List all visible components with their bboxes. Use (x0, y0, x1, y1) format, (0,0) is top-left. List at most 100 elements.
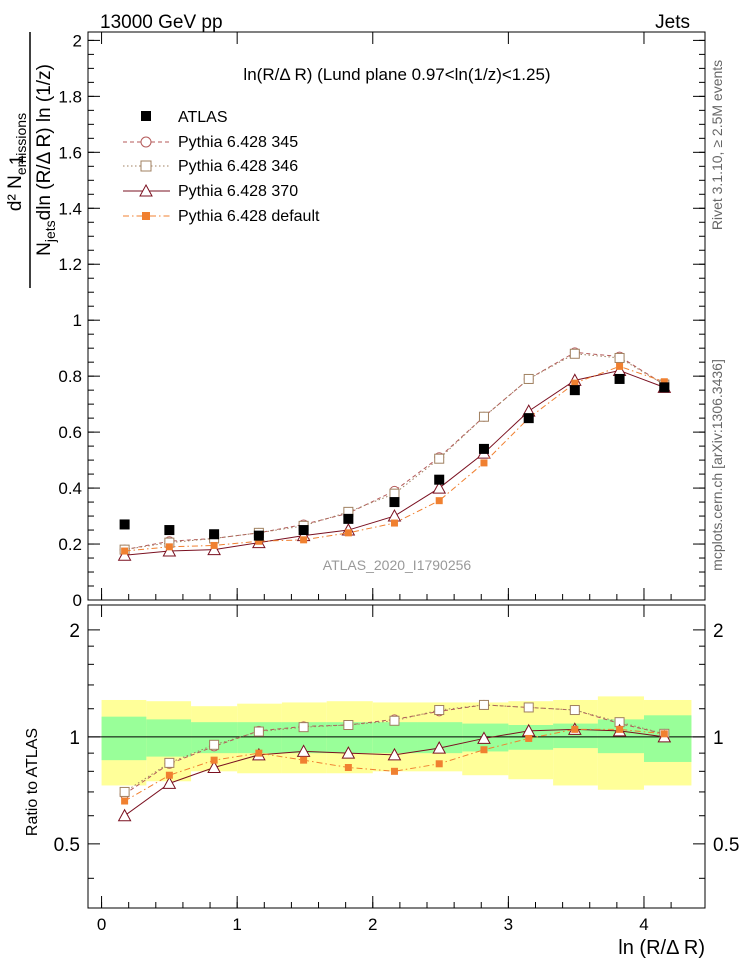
x-tick-label: 0 (97, 915, 106, 934)
point-main-pythia-6-428-370 (387, 509, 402, 522)
series-line-main-pythia-6-428-370 (124, 370, 665, 556)
point-ratio-pythia-6-428-default (255, 749, 263, 757)
point-main-pythia-6-428-default (121, 547, 129, 555)
point-main-atlas (164, 525, 175, 536)
legend-label-345: Pythia 6.428 345 (178, 134, 298, 151)
point-ratio-pythia-6-428-default (121, 797, 129, 805)
point-ratio-pythia-6-428-370 (387, 747, 402, 761)
legend-label-346: Pythia 6.428 346 (178, 158, 298, 175)
rivet-label: Rivet 3.1.10, ≥ 2.5M events (709, 60, 725, 230)
point-main-atlas (389, 497, 400, 508)
point-ratio-pythia-6-428-370 (296, 744, 311, 757)
legend-marker-345 (140, 136, 152, 148)
legend-marker-370 (139, 183, 153, 197)
point-ratio-pythia-6-428-default (480, 746, 488, 754)
point-main-pythia-6-428-346 (523, 373, 534, 384)
ratio-band-inner (372, 722, 418, 754)
x-axis-label: ln (R/Δ R) (618, 937, 705, 959)
point-ratio-pythia-6-428-default (165, 771, 173, 779)
main-series-layer (117, 347, 672, 561)
legend-label-default: Pythia 6.428 default (178, 208, 320, 225)
point-ratio-pythia-6-428-346 (389, 715, 400, 726)
ratio-band-inner (101, 716, 147, 761)
y-tick-label-ratio: 2 (69, 621, 80, 642)
ratio-plot-frame (87, 604, 706, 909)
y-tick-label-main: 0.6 (58, 423, 82, 442)
ratio-band-inner (146, 719, 192, 757)
point-main-pythia-6-428-370 (117, 548, 132, 561)
point-ratio-pythia-6-428-370 (117, 808, 132, 822)
x-tick-label: 4 (639, 915, 648, 934)
y-label-denominator: Njetsdln (R/Δ R) ln (1/z) (34, 64, 58, 256)
y-tick-label-ratio: 1 (69, 728, 80, 749)
point-ratio-pythia-6-428-default (210, 756, 218, 764)
point-ratio-pythia-6-428-346 (478, 699, 489, 710)
point-main-pythia-6-428-default (210, 541, 218, 549)
y-axis-label-main: 1 d² Nemissions Njetsdln (R/Δ R) ln (1/z… (5, 32, 58, 288)
point-main-pythia-6-428-default (390, 519, 398, 527)
x-tick-label: 3 (504, 915, 513, 934)
point-ratio-pythia-6-428-346 (164, 757, 175, 768)
point-ratio-pythia-6-428-370 (341, 746, 356, 759)
point-main-pythia-6-428-default (344, 529, 352, 537)
point-main-atlas (569, 385, 580, 396)
point-main-atlas (478, 443, 489, 454)
point-ratio-pythia-6-428-default (435, 760, 443, 768)
point-ratio-pythia-6-428-default (525, 734, 533, 742)
legend: ATLAS Pythia 6.428 345 Pythia 6.428 346 … (123, 109, 320, 225)
mcplots-label: mcplots.cern.ch [arXiv:1306.3436] (709, 359, 725, 571)
y-label-numerator: d² Nemissions (5, 113, 29, 211)
point-main-pythia-6-428-default (660, 378, 668, 386)
point-ratio-pythia-6-428-346 (253, 726, 264, 737)
y-axis-label-ratio: Ratio to ATLAS (24, 728, 41, 836)
point-ratio-pythia-6-428-346 (119, 786, 130, 797)
point-main-pythia-6-428-default (616, 362, 624, 370)
legend-marker-346 (140, 160, 152, 172)
point-ratio-pythia-6-428-default (344, 764, 352, 772)
point-main-atlas (434, 474, 445, 485)
y-tick-label-main: 0.8 (58, 367, 82, 386)
header-right: Jets (655, 12, 690, 33)
point-main-atlas (209, 529, 220, 540)
point-ratio-pythia-6-428-370 (432, 741, 447, 754)
y-tick-label-main: 1.2 (58, 255, 82, 274)
point-main-pythia-6-428-default (571, 379, 579, 387)
point-main-pythia-6-428-default (435, 497, 443, 505)
point-main-pythia-6-428-370 (162, 543, 177, 557)
y-tick-label-ratio-right: 1 (713, 728, 724, 749)
point-main-atlas (523, 413, 534, 424)
axis-tick-layer: 0 1 2 3 4 0 0.2 0.4 0.6 0.8 1 1.2 1.4 1.6 1.8 2 0.5 0.5 1 1… (54, 31, 740, 934)
y-tick-label-main: 0 (73, 591, 82, 610)
y-tick-label-main: 1 (73, 311, 82, 330)
point-main-atlas (298, 525, 309, 536)
legend-label-370: Pythia 6.428 370 (178, 183, 298, 200)
y-tick-label-main: 0.2 (58, 535, 82, 554)
y-tick-label-ratio: 0.5 (54, 835, 80, 856)
point-ratio-pythia-6-428-370 (207, 760, 221, 774)
point-main-pythia-6-428-346 (434, 453, 445, 464)
point-main-pythia-6-428-default (300, 536, 308, 544)
point-main-atlas (659, 382, 670, 393)
point-main-pythia-6-428-default (165, 543, 173, 551)
y-tick-label-main: 1.8 (58, 87, 82, 106)
point-ratio-pythia-6-428-346 (434, 705, 445, 716)
point-ratio-pythia-6-428-370 (477, 731, 491, 744)
point-ratio-pythia-6-428-346 (523, 702, 534, 713)
point-main-pythia-6-428-370 (207, 542, 221, 556)
point-main-pythia-6-428-346 (478, 411, 489, 422)
plot-title: ln(R/Δ R) (Lund plane 0.97<ln(1/z)<1.25) (243, 65, 550, 84)
y-tick-label-main: 0.4 (58, 479, 82, 498)
y-tick-label-main: 1.6 (58, 143, 82, 162)
ratio-series-layer (117, 699, 672, 822)
point-main-pythia-6-428-370 (432, 481, 447, 494)
legend-marker-default (142, 212, 150, 220)
point-ratio-pythia-6-428-346 (569, 705, 580, 716)
point-main-atlas (119, 519, 130, 530)
point-main-atlas (343, 513, 354, 524)
point-ratio-pythia-6-428-default (616, 725, 624, 733)
point-main-pythia-6-428-default (480, 459, 488, 467)
legend-marker-atlas (141, 111, 151, 121)
y-tick-label-main: 2 (73, 31, 82, 50)
point-main-pythia-6-428-346 (614, 352, 625, 363)
